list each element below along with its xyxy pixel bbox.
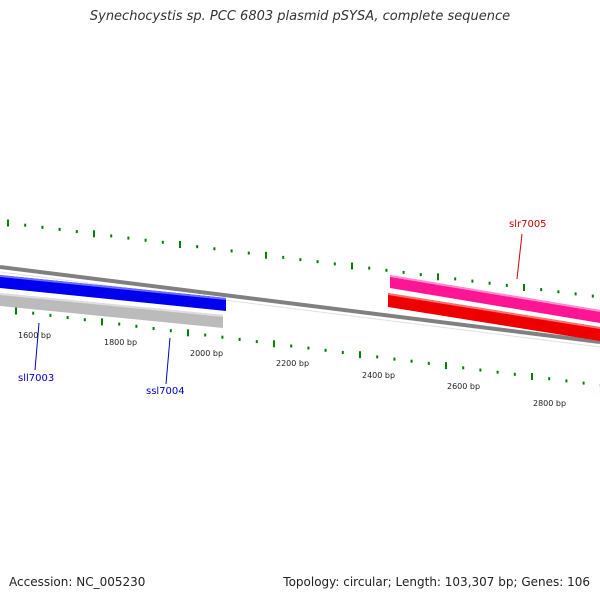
gene-label-sll7003[interactable]: sll7003	[18, 373, 54, 384]
ruler-label: 1800 bp	[104, 338, 137, 347]
backbone-line-upper	[0, 265, 600, 344]
ruler-label: 2000 bp	[190, 349, 223, 358]
ruler-label: 2200 bp	[276, 359, 309, 368]
gene-feature-slr7005[interactable]	[390, 275, 600, 323]
outer-ruler-ticks	[7, 219, 594, 298]
leader-line-sll7003	[34, 322, 40, 371]
ruler-label: 1600 bp	[18, 331, 51, 340]
map-title: Synechocystis sp. PCC 6803 plasmid pSYSA…	[89, 9, 511, 24]
gene-feature-sll7003[interactable]	[0, 275, 226, 311]
gene-feature-ssl7004[interactable]	[0, 293, 223, 328]
ruler-label: 2400 bp	[362, 371, 395, 380]
leader-line-slr7005	[516, 233, 523, 280]
backbone-line-lower	[0, 271, 600, 348]
gene-label-slr7005[interactable]: slr7005	[509, 219, 547, 230]
ruler-label: 2800 bp	[533, 399, 566, 408]
ruler-label: 2600 bp	[447, 382, 480, 391]
gene-label-ssl7004[interactable]: ssl7004	[146, 386, 185, 397]
accession-text: Accession: NC_005230	[9, 575, 146, 589]
gene-feature-slr7005-cds[interactable]	[388, 293, 600, 341]
ruler-labels: 1600 bp 1800 bp 2000 bp 2200 bp 2400 bp 2600 …	[18, 331, 566, 408]
leader-line-ssl7004	[165, 337, 171, 385]
topology-summary-text: Topology: circular; Length: 103,307 bp; …	[283, 575, 590, 589]
inner-ruler-ticks	[15, 307, 600, 387]
